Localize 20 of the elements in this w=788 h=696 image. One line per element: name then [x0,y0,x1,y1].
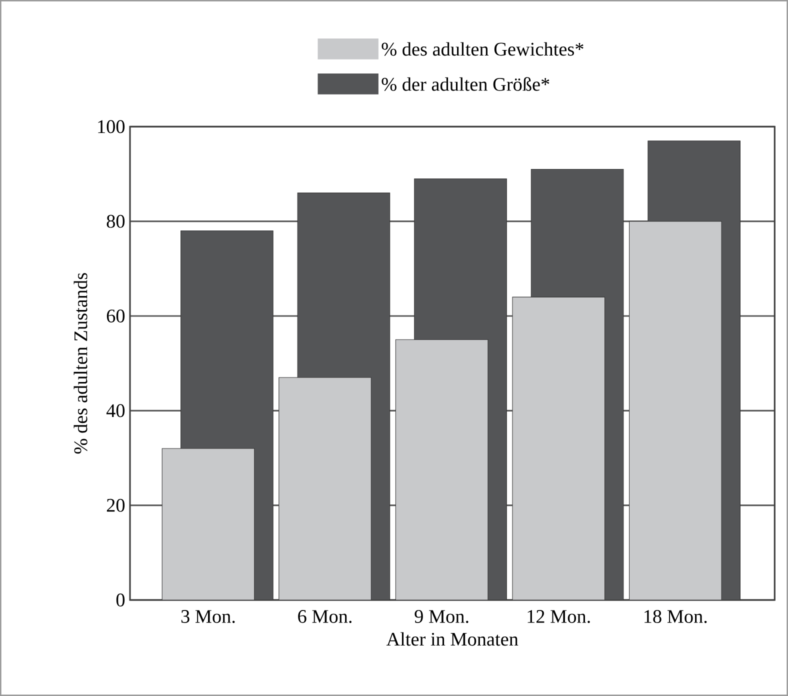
y-tick-label: 40 [106,404,125,418]
x-axis-title: Alter in Monaten [386,632,518,646]
x-tick-label: 18 Mon. [644,610,707,624]
y-axis-title: % des adulten Zustands [74,273,88,454]
y-tick-label: 100 [98,120,125,134]
y-tick-label: 0 [116,594,125,606]
y-tick-label: 60 [106,310,125,322]
bar [278,378,372,600]
bar [162,448,254,600]
bar [396,340,488,600]
x-tick-label: 3 Mon. [181,610,235,624]
legend-label: % der adulten Größe* [382,77,550,91]
y-tick-label: 80 [106,214,125,228]
x-tick-label: 12 Mon. [528,610,590,624]
x-tick-label: 6 Mon. [298,610,352,624]
legend-label: % des adulten Gewichtes* [382,42,584,56]
y-tick-label: 20 [106,498,125,512]
x-tick-label: 9 Mon. [414,610,468,624]
bar [512,297,605,600]
bar [629,221,722,600]
